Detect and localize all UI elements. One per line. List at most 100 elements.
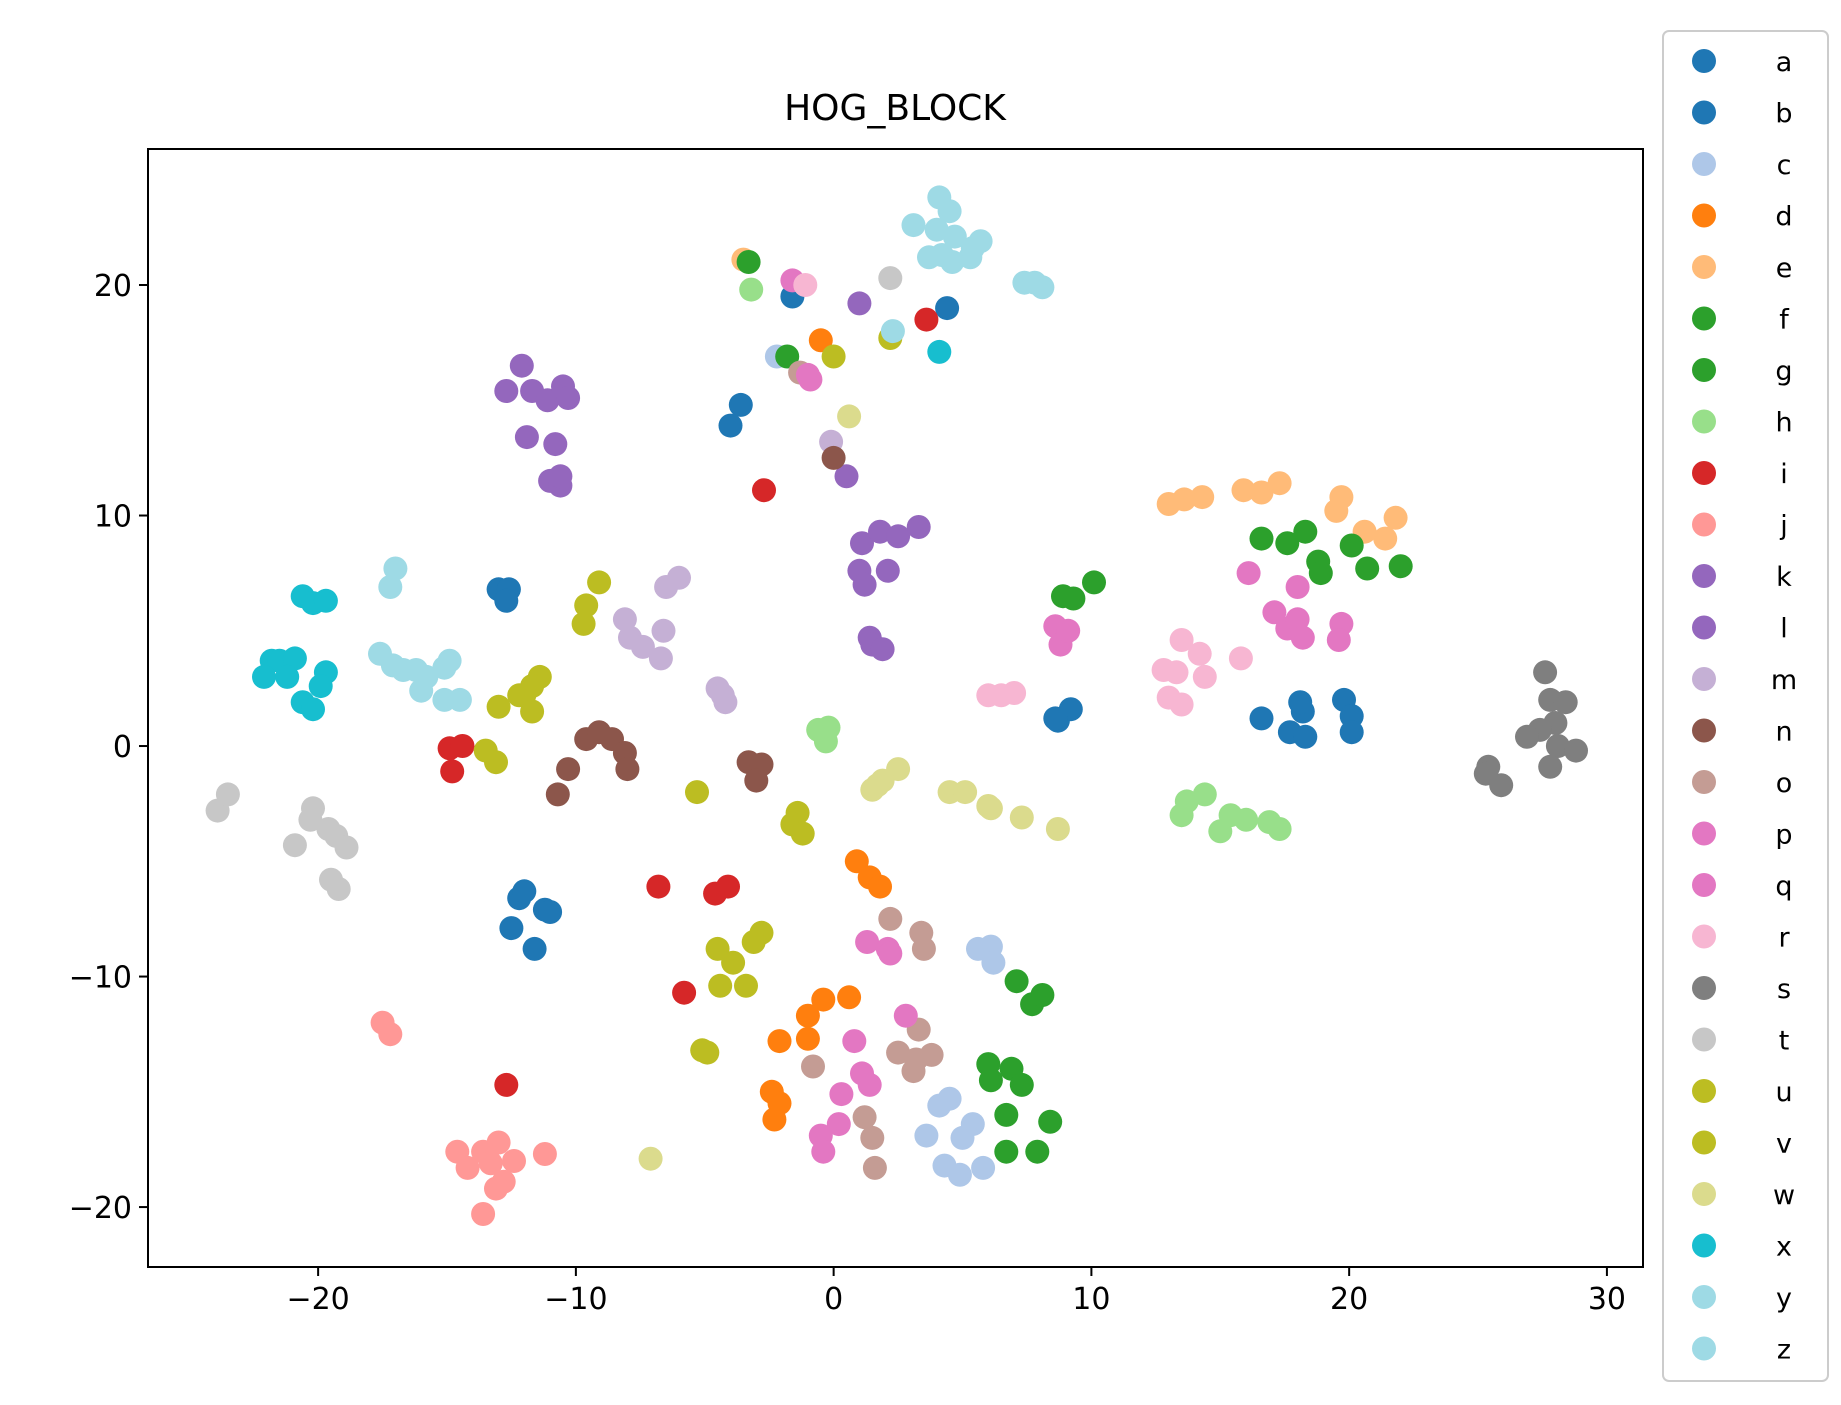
- point-g: [1004, 969, 1029, 994]
- point-o: [852, 1105, 877, 1130]
- point-d: [868, 874, 892, 899]
- legend-label-v: v: [1776, 1129, 1792, 1160]
- x-tick-label: −20: [286, 1282, 349, 1317]
- plot-frame: [147, 148, 1644, 1268]
- point-v: [790, 821, 815, 846]
- point-s: [1515, 724, 1539, 749]
- y-tick-label: −10: [69, 961, 132, 996]
- point-y: [937, 199, 962, 224]
- series-y: [880, 185, 1055, 344]
- point-f: [1249, 526, 1274, 551]
- point-a: [728, 392, 753, 417]
- series-g: [976, 969, 1063, 1164]
- point-i: [752, 478, 776, 503]
- point-y: [880, 319, 905, 344]
- point-u: [520, 699, 545, 724]
- chart-title: HOG_BLOCK: [784, 88, 1007, 129]
- legend-marker-r: [1692, 924, 1716, 949]
- series-u: [473, 326, 903, 805]
- point-r: [1169, 692, 1194, 717]
- point-s: [1564, 738, 1588, 763]
- point-l: [875, 558, 900, 583]
- series-m: [612, 429, 844, 715]
- legend-label-p: p: [1775, 820, 1792, 851]
- point-l: [870, 637, 895, 662]
- x-axis: −20 −10 0 10 20 30: [286, 1267, 1626, 1317]
- series-k: [494, 353, 859, 498]
- legend-box: [1662, 30, 1829, 1382]
- point-p: [826, 1112, 851, 1137]
- point-j: [378, 1022, 403, 1047]
- point-b: [512, 879, 537, 904]
- point-m: [630, 634, 655, 659]
- point-y: [942, 224, 967, 249]
- point-w: [1009, 805, 1034, 830]
- point-p: [829, 1082, 854, 1107]
- point-d: [844, 849, 869, 874]
- legend-label-q: q: [1775, 871, 1792, 902]
- point-d: [762, 1107, 787, 1132]
- legend-label-n: n: [1775, 717, 1792, 748]
- series-t: [205, 266, 903, 901]
- point-f: [736, 250, 761, 274]
- point-y: [1030, 275, 1055, 300]
- legend-label-e: e: [1776, 253, 1793, 284]
- point-u: [484, 750, 508, 775]
- point-w: [837, 404, 862, 429]
- legend-marker-n: [1692, 718, 1716, 743]
- point-d: [808, 328, 833, 353]
- legend-label-y: y: [1776, 1283, 1792, 1314]
- point-i: [494, 1072, 519, 1097]
- point-a: [718, 413, 743, 438]
- point-p: [857, 1072, 882, 1097]
- point-e: [1172, 487, 1197, 512]
- legend-label-z: z: [1777, 1335, 1791, 1366]
- legend-label-m: m: [1771, 665, 1797, 696]
- point-y: [924, 217, 949, 242]
- point-z: [378, 575, 403, 599]
- point-v: [708, 973, 733, 998]
- legend-label-f: f: [1779, 305, 1790, 336]
- point-o: [878, 906, 903, 931]
- y-tick-label: 20: [94, 269, 132, 304]
- point-p: [893, 1003, 918, 1028]
- series-p: [780, 268, 1081, 1164]
- point-q: [1236, 561, 1261, 586]
- point-x: [282, 646, 307, 671]
- point-t: [215, 782, 240, 807]
- point-t: [334, 835, 359, 860]
- point-e: [1190, 485, 1215, 510]
- point-v: [734, 973, 758, 998]
- point-f: [1355, 556, 1380, 581]
- series-h: [739, 277, 1292, 844]
- point-k: [548, 464, 573, 489]
- point-t: [282, 833, 307, 858]
- point-w: [1045, 817, 1070, 841]
- legend-marker-k: [1692, 564, 1716, 588]
- y-tick-label: 0: [113, 730, 132, 765]
- point-u: [507, 683, 532, 708]
- point-n: [556, 757, 581, 782]
- point-s: [1553, 690, 1578, 715]
- legend-label-k: k: [1776, 562, 1792, 593]
- point-r: [1187, 641, 1212, 666]
- legend-marker-z: [1692, 1336, 1716, 1361]
- point-l: [886, 524, 911, 549]
- point-u: [486, 694, 511, 719]
- legend-marker-m: [1692, 667, 1716, 691]
- point-i: [646, 874, 671, 899]
- point-x: [275, 664, 300, 689]
- series-f: [736, 250, 1413, 611]
- y-tick-label: 10: [94, 500, 132, 535]
- point-u: [587, 570, 612, 595]
- point-j: [486, 1130, 511, 1155]
- point-f: [1293, 519, 1318, 544]
- point-f: [1061, 586, 1086, 611]
- legend-marker-b: [1692, 100, 1716, 125]
- legend-label-i: i: [1780, 459, 1788, 490]
- point-e: [1383, 505, 1408, 530]
- point-i: [672, 980, 697, 1005]
- x-tick-label: 10: [1072, 1282, 1110, 1317]
- point-e: [1373, 526, 1398, 551]
- point-x: [301, 697, 325, 722]
